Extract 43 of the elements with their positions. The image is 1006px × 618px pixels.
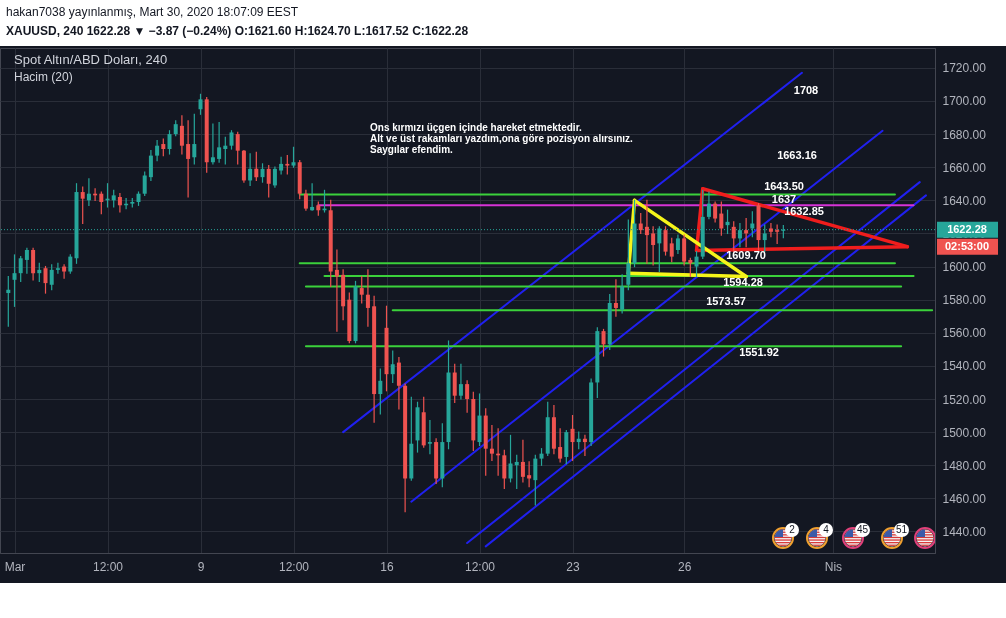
y-tick-label: 1540.00 <box>942 359 987 374</box>
annotation: 1643.50 <box>764 180 804 193</box>
y-tick-label: 1520.00 <box>942 392 987 407</box>
y-tick-label: 1680.00 <box>942 127 987 142</box>
annotation: Ons kırmızı üçgen içinde hareket etmektedir. Alt ve üst rakamları yazdım,ona göre pozisyon alırsınız. Saygılar efendim. <box>370 122 634 155</box>
y-tick-label: 1700.00 <box>942 94 987 109</box>
chart-title: hakan7038 yayınlanmış, Mart 30, 2020 18:07:09 EEST <box>6 5 299 19</box>
annotation: 1594.28 <box>723 276 763 289</box>
y-tick-label: 1660.00 <box>942 160 987 175</box>
x-tick-label: 9 <box>197 559 205 574</box>
y-tick-label: 1460.00 <box>942 491 987 506</box>
annotation: 1663.16 <box>777 149 817 161</box>
chart-subtitle: XAUUSD, 240 1622.28 ▼ −3.87 (−0.24%) O:1621.60 H:1624.70 L:1617.52 C:1622.28 <box>6 24 469 38</box>
y-tick-label: 1560.00 <box>942 326 987 341</box>
x-tick-label: 12:00 <box>465 559 496 574</box>
x-tick-label: Nis <box>824 559 843 574</box>
y-tick-label: 1720.00 <box>942 61 987 76</box>
annotation: Hacim (20) <box>14 70 73 84</box>
x-tick-label: 12:00 <box>279 559 310 574</box>
annotation: 1551.92 <box>739 346 779 359</box>
x-tick-label: 23 <box>566 559 581 574</box>
annotation: 1573.57 <box>706 295 746 308</box>
annotation: 1708 <box>793 84 819 96</box>
x-tick-label: Mar <box>4 559 26 574</box>
y-tick-label: 1580.00 <box>942 293 987 308</box>
annotation: 2 <box>785 523 799 537</box>
y-tick-label: 1640.00 <box>942 193 987 208</box>
annotation: 4 <box>819 523 833 537</box>
x-tick-label: 12:00 <box>92 559 124 574</box>
annotation: 51 <box>894 523 910 537</box>
annotation: 1637 <box>771 192 797 205</box>
y-tick-label: 1600.00 <box>942 260 987 275</box>
annotation: 1609.70 <box>726 249 766 262</box>
text: 02:53:00 <box>944 239 990 252</box>
annotation: Spot Altın/ABD Doları, 240 <box>14 52 168 67</box>
annotation: 45 <box>855 523 871 537</box>
ref-line-label: 1622.28 <box>947 222 987 235</box>
annotation: 1632.85 <box>784 205 824 217</box>
y-tick-label: 1440.00 <box>942 524 987 539</box>
x-tick-label: 26 <box>677 559 692 574</box>
y-tick-label: 1480.00 <box>942 458 987 473</box>
x-tick-label: 16 <box>380 559 395 574</box>
y-tick-label: 1500.00 <box>942 425 987 440</box>
